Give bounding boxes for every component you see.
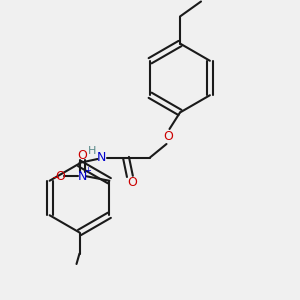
Text: O: O (77, 149, 87, 162)
Text: O: O (163, 130, 173, 143)
Text: H: H (88, 146, 96, 157)
Text: −: − (52, 173, 60, 183)
Text: O: O (55, 170, 65, 183)
Text: N: N (78, 170, 87, 183)
Text: N: N (96, 151, 106, 164)
Text: +: + (84, 166, 91, 175)
Text: O: O (127, 176, 137, 190)
